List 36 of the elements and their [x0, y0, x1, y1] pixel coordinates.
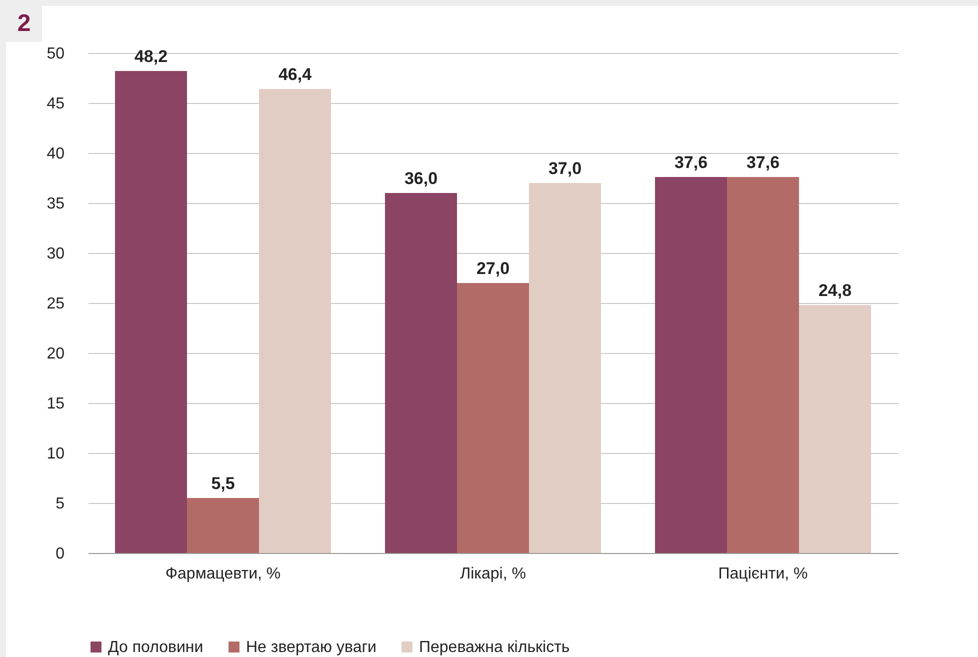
- data-label: 37,0: [548, 159, 582, 178]
- data-label: 5,5: [211, 474, 235, 493]
- bar: [655, 177, 727, 553]
- x-tick-label: Пацієнти, %: [718, 566, 808, 582]
- data-label: 27,0: [476, 259, 510, 278]
- y-tick-label: 10: [46, 446, 65, 462]
- data-label: 37,6: [674, 153, 708, 172]
- bar: [385, 193, 457, 553]
- legend-label: До половини: [108, 639, 204, 656]
- bar: [187, 498, 259, 553]
- bar: [727, 177, 799, 553]
- bar: [457, 283, 529, 553]
- y-tick-label: 40: [46, 146, 65, 162]
- text: 2: [6, 6, 42, 42]
- y-tick-label: 25: [46, 296, 65, 312]
- y-tick-label: 20: [46, 346, 65, 362]
- data-label: 46,4: [278, 65, 312, 84]
- x-tick-label: Лікарі, %: [460, 566, 526, 582]
- bar: [529, 183, 601, 553]
- data-label: 36,0: [404, 169, 438, 188]
- bar: [259, 89, 331, 553]
- data-label: 48,2: [134, 47, 168, 66]
- bar: [115, 71, 187, 553]
- data-label: 37,6: [746, 153, 780, 172]
- y-tick-label: 50: [46, 46, 65, 62]
- y-tick-label: 45: [46, 96, 65, 112]
- legend-label: Переважна кількість: [419, 639, 570, 656]
- y-tick-label: 15: [46, 396, 65, 412]
- y-tick-label: 5: [56, 496, 65, 512]
- y-tick-label: 30: [46, 246, 65, 262]
- y-tick-label: 35: [46, 196, 65, 212]
- data-label: 24,8: [818, 281, 852, 300]
- bar: [799, 305, 871, 553]
- y-tick-label: 0: [56, 546, 65, 562]
- x-tick-label: Фармацевти, %: [165, 566, 281, 582]
- legend-label: Не звертаю уваги: [246, 639, 376, 656]
